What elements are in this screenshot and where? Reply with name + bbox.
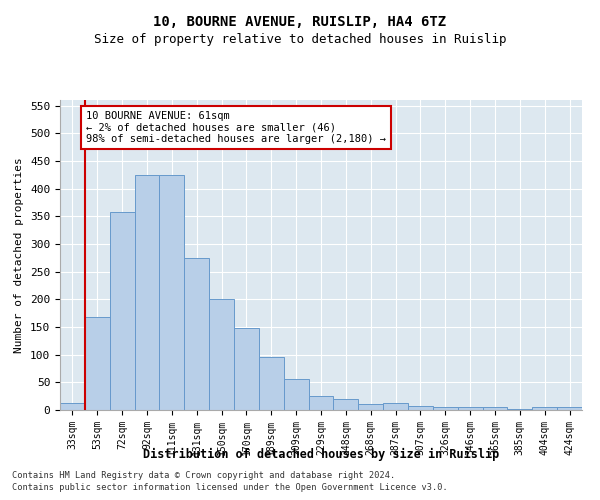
- Bar: [532, 407, 557, 410]
- Bar: [458, 407, 482, 410]
- Bar: [308, 396, 334, 410]
- Bar: [85, 317, 110, 410]
- Bar: [383, 404, 408, 410]
- Bar: [184, 258, 209, 410]
- Bar: [284, 379, 308, 410]
- Bar: [408, 406, 433, 410]
- Text: Contains HM Land Registry data © Crown copyright and database right 2024.: Contains HM Land Registry data © Crown c…: [12, 470, 395, 480]
- Text: 10, BOURNE AVENUE, RUISLIP, HA4 6TZ: 10, BOURNE AVENUE, RUISLIP, HA4 6TZ: [154, 15, 446, 29]
- Bar: [209, 300, 234, 410]
- Bar: [482, 407, 508, 410]
- Text: Size of property relative to detached houses in Ruislip: Size of property relative to detached ho…: [94, 32, 506, 46]
- Bar: [259, 357, 284, 410]
- Bar: [334, 399, 358, 410]
- Bar: [358, 404, 383, 410]
- Bar: [557, 407, 582, 410]
- Bar: [234, 328, 259, 410]
- Bar: [60, 403, 85, 410]
- Text: Distribution of detached houses by size in Ruislip: Distribution of detached houses by size …: [143, 448, 499, 460]
- Bar: [433, 406, 458, 410]
- Bar: [160, 174, 184, 410]
- Text: 10 BOURNE AVENUE: 61sqm
← 2% of detached houses are smaller (46)
98% of semi-det: 10 BOURNE AVENUE: 61sqm ← 2% of detached…: [86, 111, 386, 144]
- Y-axis label: Number of detached properties: Number of detached properties: [14, 157, 25, 353]
- Text: Contains public sector information licensed under the Open Government Licence v3: Contains public sector information licen…: [12, 483, 448, 492]
- Bar: [134, 174, 160, 410]
- Bar: [110, 212, 134, 410]
